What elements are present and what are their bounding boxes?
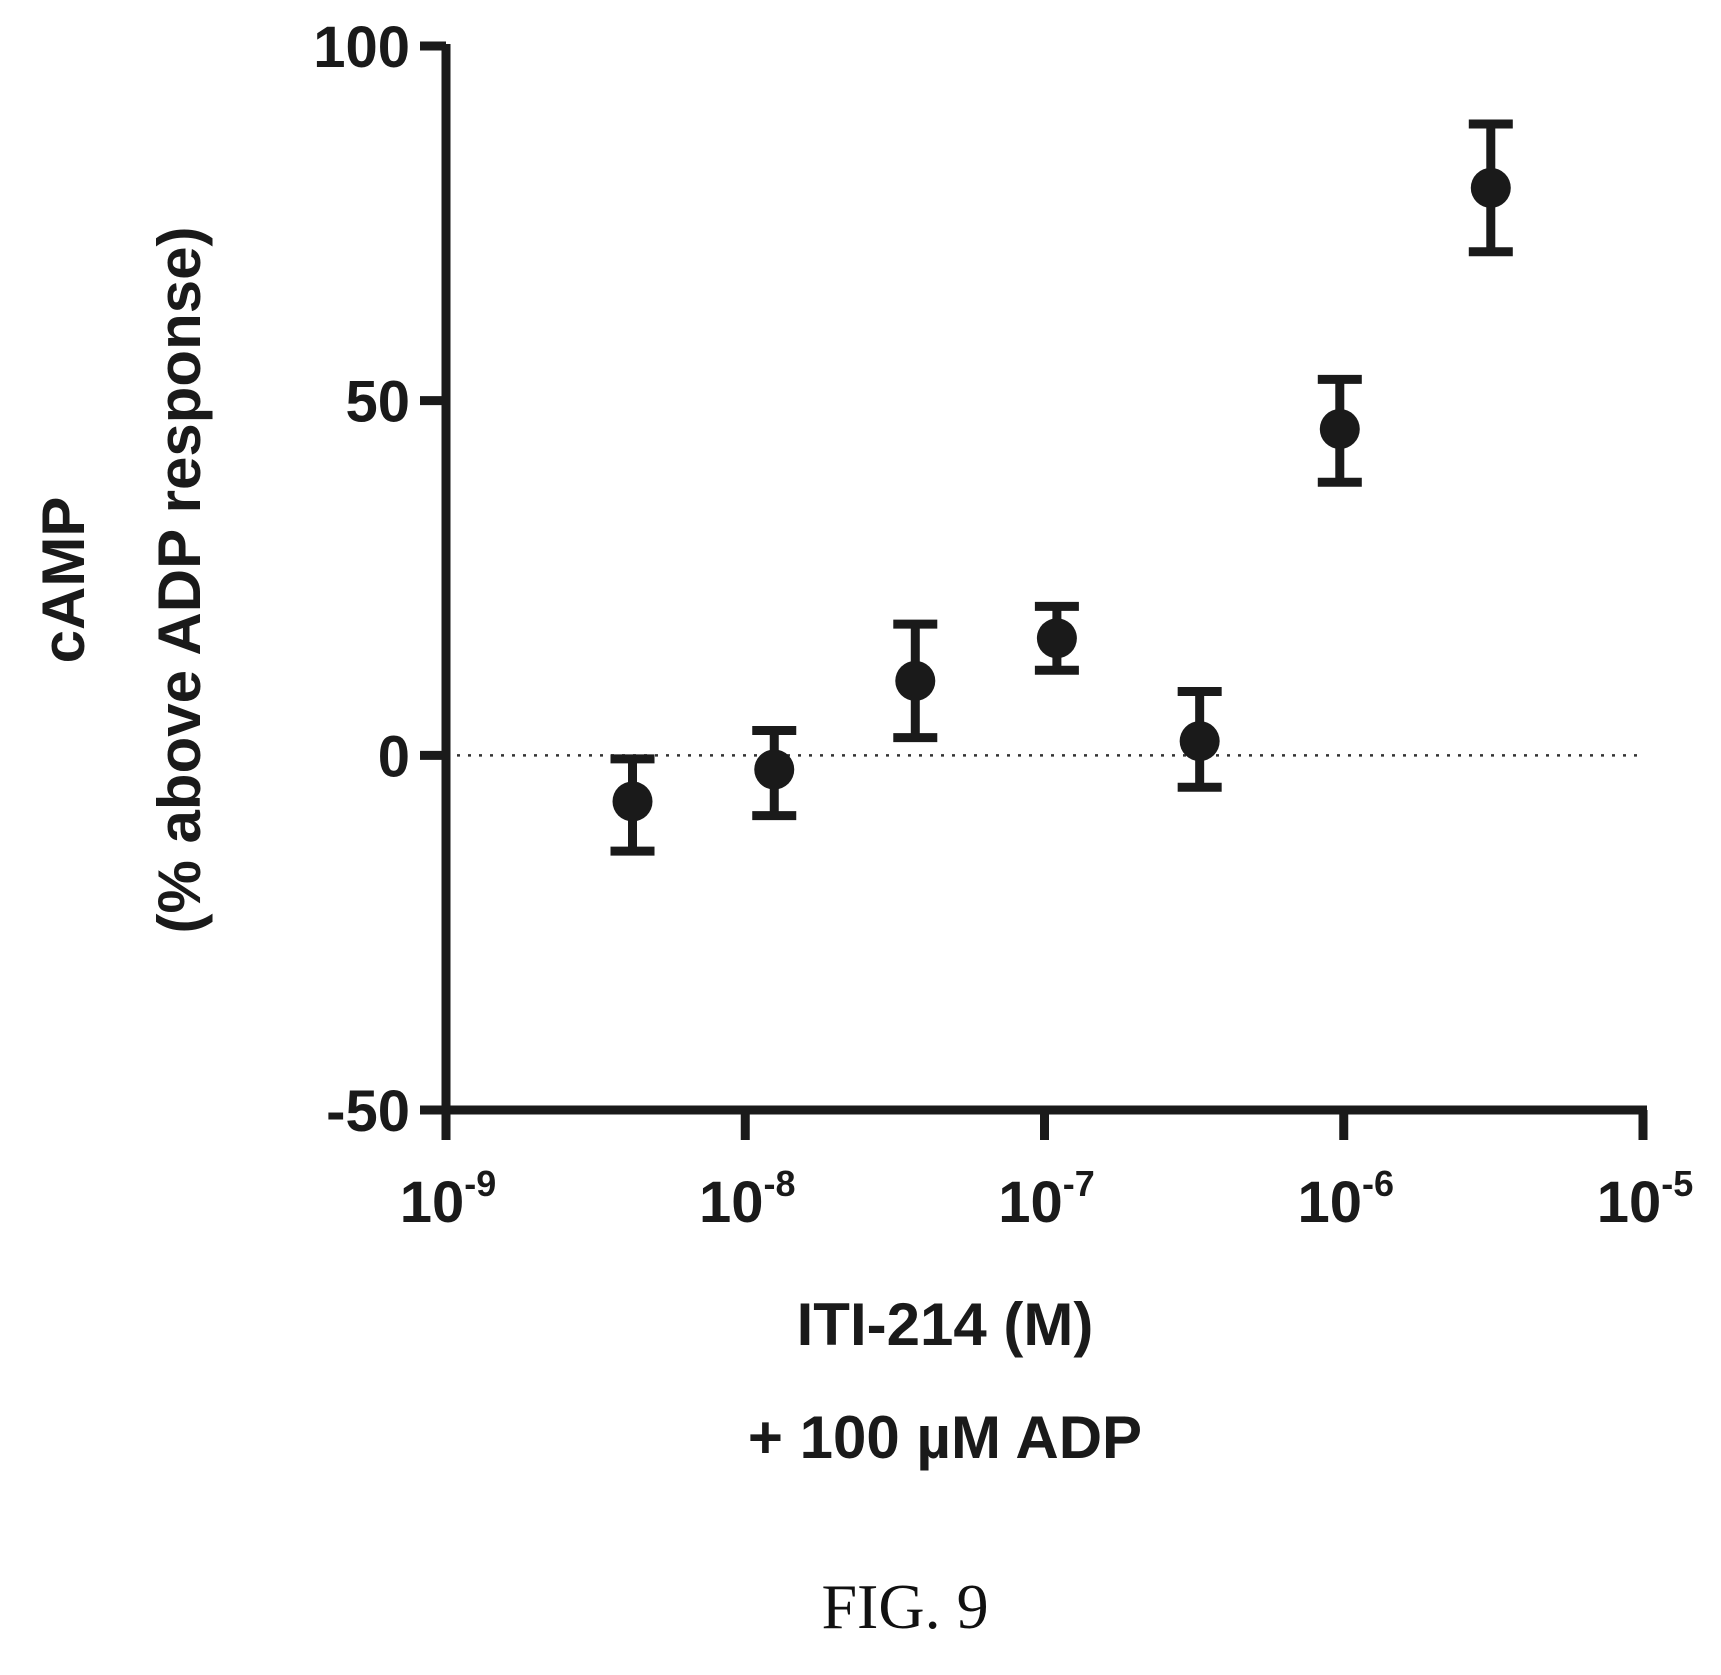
data-point — [1177, 686, 1222, 792]
data-point-marker — [1319, 409, 1360, 450]
y-tick-label: 50 — [345, 370, 410, 435]
data-point — [752, 726, 797, 821]
y-ticks: 100 50 0 -50 — [313, 15, 446, 1144]
y-tick-label: 0 — [378, 724, 410, 789]
data-point — [1034, 601, 1079, 675]
data-points — [610, 119, 1513, 856]
data-point — [893, 619, 938, 743]
data-point — [1468, 119, 1513, 257]
x-axis-title-line-1: ITI-214 (M) — [797, 1291, 1094, 1358]
x-ticks: 10-9 10-8 10-7 10-6 10-5 — [400, 1110, 1694, 1235]
data-point — [610, 754, 655, 856]
x-axis-title-line-2: + 100 µM ADP — [748, 1404, 1142, 1471]
y-axis-title-line-2: (% above ADP response) — [146, 227, 213, 934]
data-point-marker — [612, 781, 653, 822]
figure-label: FIG. 9 — [821, 1571, 988, 1642]
axes — [441, 44, 1647, 1115]
data-point-marker — [1179, 721, 1220, 762]
x-tick-label: 10-7 — [998, 1163, 1095, 1235]
data-point-marker — [1036, 618, 1077, 659]
x-tick-label: 10-5 — [1597, 1163, 1694, 1235]
data-point-marker — [1470, 167, 1511, 208]
data-point — [1317, 374, 1362, 487]
x-tick-label: 10-6 — [1297, 1163, 1394, 1235]
data-point-marker — [895, 660, 936, 701]
x-tick-label: 10-9 — [400, 1163, 497, 1235]
data-point-marker — [754, 749, 795, 790]
y-tick-label: 100 — [313, 15, 410, 80]
y-tick-label: -50 — [326, 1079, 410, 1144]
x-tick-label: 10-8 — [699, 1163, 796, 1235]
y-axis-title-line-1: cAMP — [30, 497, 97, 664]
